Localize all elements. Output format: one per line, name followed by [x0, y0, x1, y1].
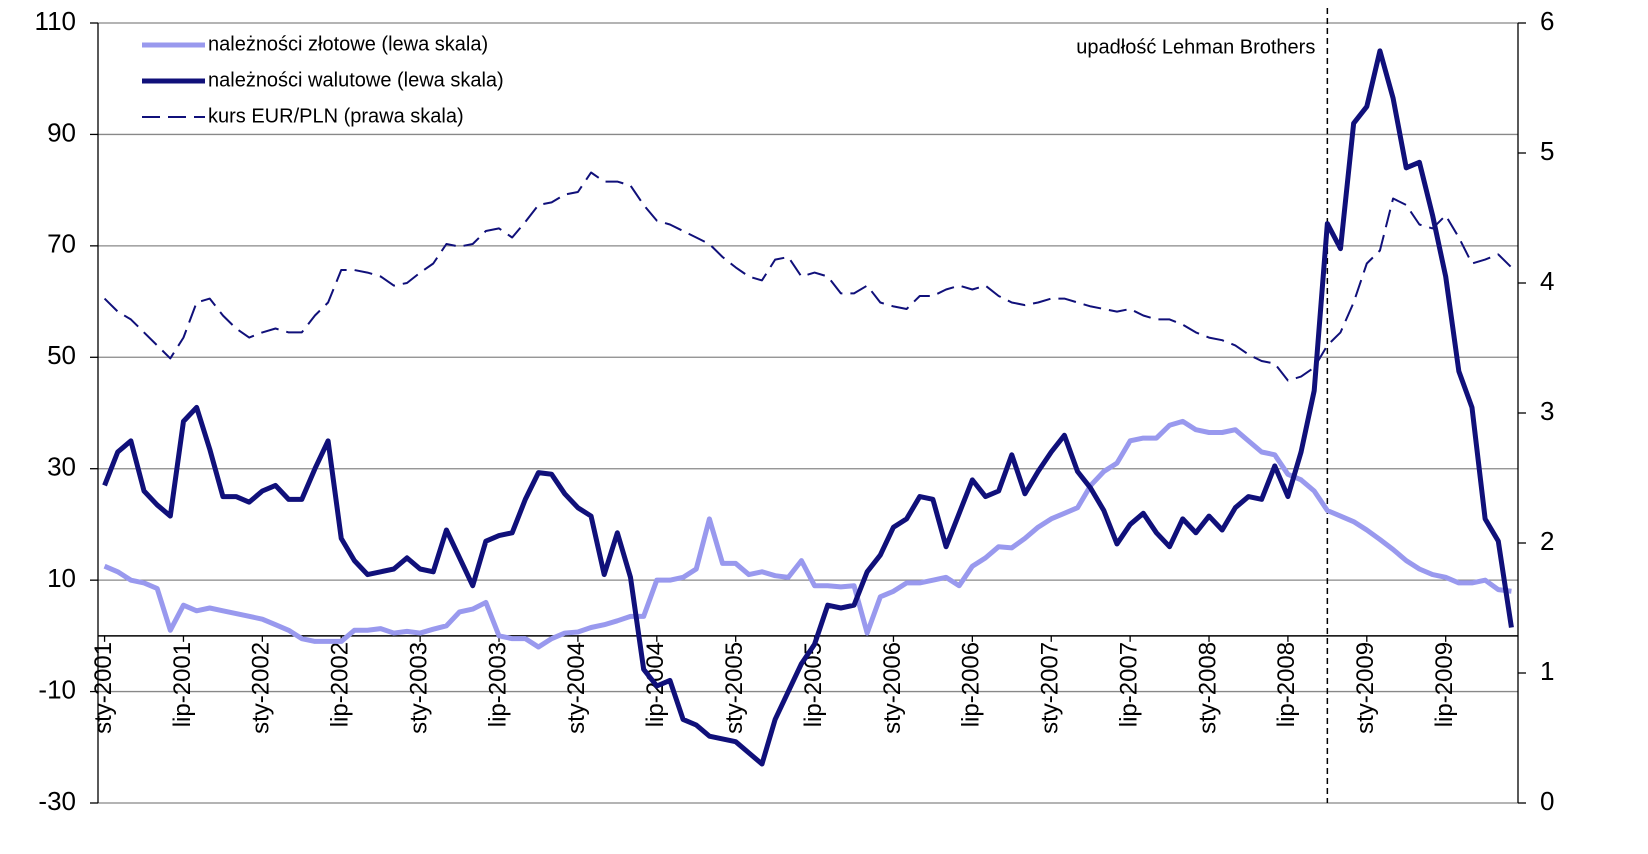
- legend-label: kurs EUR/PLN (prawa skala): [208, 105, 464, 127]
- x-tick-label: sty-2005: [721, 642, 748, 734]
- y-tick-label: 50: [47, 340, 76, 370]
- y-tick-label: 70: [47, 229, 76, 259]
- y2-tick-label: 1: [1540, 656, 1554, 686]
- x-tick-label: sty-2007: [1037, 642, 1064, 734]
- series-line: [103, 171, 1513, 382]
- y2-tick-label: 5: [1540, 136, 1554, 166]
- y2-tick-label: 3: [1540, 396, 1554, 426]
- y2-tick-label: 0: [1540, 786, 1554, 816]
- legend-label: należności złotowe (lewa skala): [208, 33, 488, 55]
- x-tick-label: lip-2006: [958, 642, 985, 727]
- series-line: [103, 418, 1512, 650]
- x-tick-label: sty-2002: [248, 642, 275, 734]
- x-tick-label: sty-2008: [1194, 642, 1221, 734]
- y2-tick-label: 6: [1540, 6, 1554, 36]
- y2-tick-label: 4: [1540, 266, 1554, 296]
- x-tick-label: lip-2007: [1115, 642, 1142, 727]
- x-tick-label: lip-2009: [1431, 642, 1458, 727]
- x-tick-label: sty-2004: [563, 642, 590, 734]
- y-tick-label: -10: [38, 674, 76, 704]
- legend-label: należności walutowe (lewa skala): [208, 69, 504, 91]
- x-tick-label: sty-2003: [405, 642, 432, 734]
- y2-tick-label: 2: [1540, 526, 1554, 556]
- event-label: upadłość Lehman Brothers: [1076, 36, 1315, 58]
- x-tick-label: lip-2002: [327, 642, 354, 727]
- y-tick-label: -30: [38, 786, 76, 816]
- series-line: [102, 48, 1514, 767]
- x-tick-label: sty-2006: [879, 642, 906, 734]
- x-tick-label: lip-2001: [169, 642, 196, 727]
- x-tick-label: lip-2003: [484, 642, 511, 727]
- y-tick-label: 10: [47, 563, 76, 593]
- y-tick-label: 110: [35, 6, 76, 36]
- x-tick-label: lip-2005: [800, 642, 827, 727]
- y-tick-label: 90: [47, 117, 76, 147]
- x-tick-label: lip-2008: [1273, 642, 1300, 727]
- x-tick-label: sty-2009: [1352, 642, 1379, 734]
- x-tick-label: sty-2001: [90, 642, 117, 734]
- y-tick-label: 30: [47, 452, 76, 482]
